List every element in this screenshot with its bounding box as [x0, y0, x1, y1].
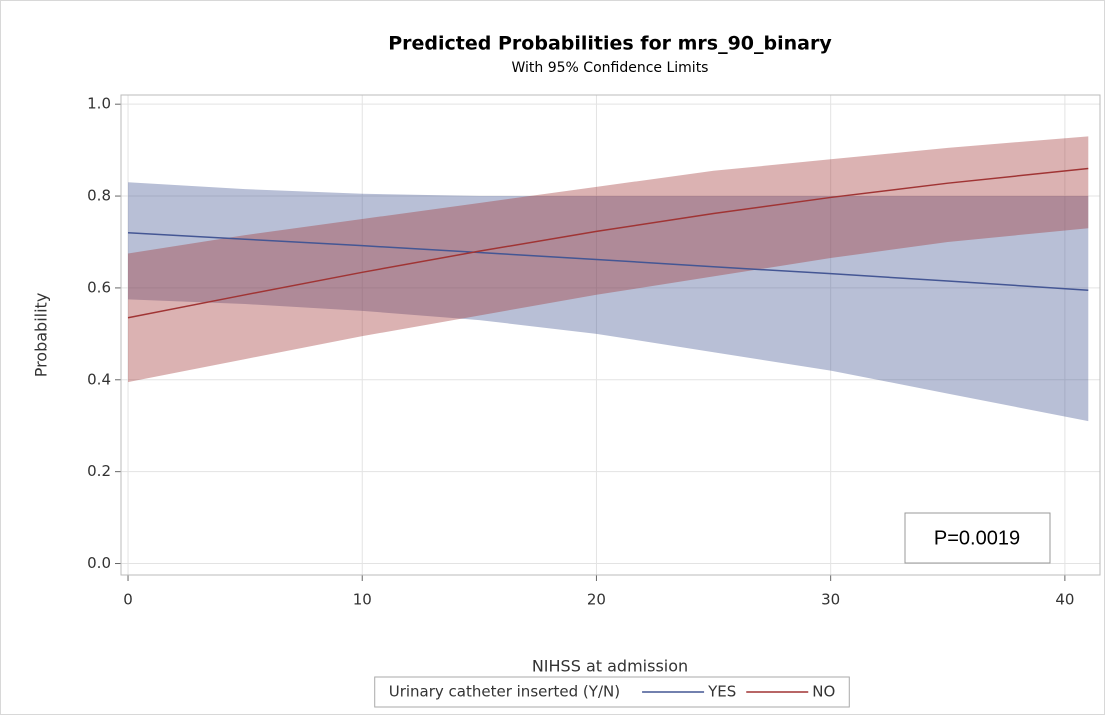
- y-tick-label: 1.0: [87, 95, 111, 113]
- y-tick-label: 0.2: [87, 462, 111, 480]
- line: [127, 167, 1089, 319]
- line: [127, 232, 1089, 291]
- y-tick-label: 0.0: [87, 554, 111, 572]
- y-tick-label: 0.4: [87, 370, 111, 388]
- confidence-band: [128, 182, 1089, 422]
- x-tick-label: 20: [587, 591, 606, 609]
- x-axis-label: NIHSS at admission: [532, 657, 688, 676]
- x-tick-label: 40: [1055, 591, 1074, 609]
- x-tick-label: 30: [821, 591, 840, 609]
- y-tick-label: 0.6: [87, 278, 111, 296]
- legend: Urinary catheter inserted (Y/N) YES NO: [374, 676, 850, 708]
- plot-frame: [120, 94, 1101, 576]
- legend-title: Urinary catheter inserted (Y/N): [389, 683, 620, 701]
- legend-label: YES: [707, 683, 736, 701]
- chart-title: Predicted Probabilities for mrs_90_binar…: [388, 33, 832, 55]
- y-axis-label: Probability: [32, 293, 51, 378]
- x-tick-label: 10: [353, 591, 372, 609]
- annotation: P=0.0019: [934, 527, 1020, 549]
- confidence-band: [128, 136, 1089, 383]
- legend-label: NO: [812, 683, 835, 701]
- x-tick-label: 0: [123, 591, 133, 609]
- annotation-box: [904, 512, 1051, 564]
- y-tick-label: 0.8: [87, 187, 111, 205]
- chart-subtitle: With 95% Confidence Limits: [512, 60, 709, 76]
